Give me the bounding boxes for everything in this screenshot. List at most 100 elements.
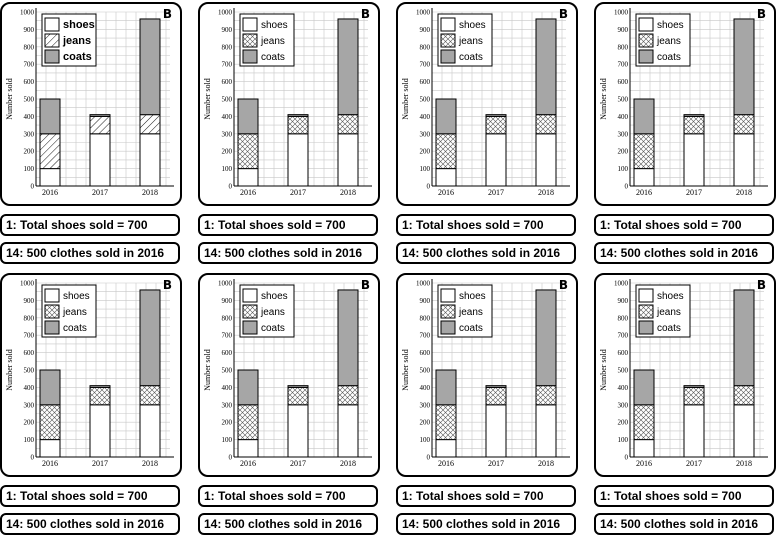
y-tick-label: 0 xyxy=(31,454,35,462)
legend-label-jeans: jeans xyxy=(62,35,91,47)
y-axis-label: Number sold xyxy=(599,78,608,120)
y-tick-label: 1000 xyxy=(416,9,431,17)
y-tick-label: 400 xyxy=(420,113,431,121)
y-tick-label: 300 xyxy=(420,130,431,138)
legend-label-shoes: shoes xyxy=(63,19,95,31)
bar-shoes-2017 xyxy=(683,133,705,187)
bar-coats-2017 xyxy=(485,114,507,117)
y-tick-label: 400 xyxy=(618,384,629,392)
bar-coats-2018 xyxy=(139,289,161,387)
y-tick-label: 600 xyxy=(24,78,35,86)
legend: shoes jeans coats xyxy=(41,13,97,67)
bar-jeans-2016 xyxy=(633,133,655,170)
bar-coats-2016 xyxy=(237,98,259,135)
bar-chart: 0 100 200 300 400 500 600 700 800 900 1000 Number s… xyxy=(5,279,174,468)
legend-swatch-coats xyxy=(440,49,456,64)
question-card-7: 0 100 200 300 400 500 600 700 800 900 1000 Number s… xyxy=(396,273,578,537)
y-tick-label: 800 xyxy=(618,43,629,51)
bar-coats-2018 xyxy=(535,289,557,387)
bar-shoes-2018 xyxy=(337,404,359,458)
chart-panel: 0 100 200 300 400 500 600 700 800 900 1000 Number s… xyxy=(198,2,380,206)
chart-panel: 0 100 200 300 400 500 600 700 800 900 1000 Number s… xyxy=(0,273,182,477)
y-axis-label: Number sold xyxy=(203,78,212,120)
bar-shoes-2016 xyxy=(435,439,457,458)
bar-coats-2017 xyxy=(683,385,705,388)
y-tick-label: 1000 xyxy=(20,280,35,288)
x-tick-label: 2017 xyxy=(290,188,306,197)
y-tick-label: 400 xyxy=(618,113,629,121)
y-tick-label: 500 xyxy=(24,367,35,375)
bar-coats-2017 xyxy=(287,114,309,117)
legend-label-jeans: jeans xyxy=(458,307,483,318)
y-tick-label: 100 xyxy=(420,165,431,173)
legend-label-coats: coats xyxy=(261,52,285,63)
bar-jeans-2018 xyxy=(139,385,161,406)
legend-swatch-shoes xyxy=(242,17,258,32)
y-tick-label: 500 xyxy=(222,96,233,104)
x-tick-label: 2018 xyxy=(340,459,356,468)
y-tick-label: 800 xyxy=(420,314,431,322)
caption-total-shoes: 1: Total shoes sold = 700 xyxy=(594,485,774,507)
y-tick-label: 100 xyxy=(420,436,431,444)
legend: shoes jeans coats xyxy=(437,284,493,338)
y-tick-label: 200 xyxy=(618,148,629,156)
legend: shoes jeans coats xyxy=(239,284,295,338)
bar-jeans-2016 xyxy=(435,404,457,441)
bar-coats-2016 xyxy=(237,369,259,406)
y-tick-label: 900 xyxy=(24,297,35,305)
bar-jeans-2016 xyxy=(633,404,655,441)
badge: B xyxy=(360,7,370,21)
caption-total-shoes: 1: Total shoes sold = 700 xyxy=(396,214,576,236)
bar-jeans-2016 xyxy=(39,404,61,441)
bar-chart: 0 100 200 300 400 500 600 700 800 900 1000 Number s… xyxy=(401,8,570,197)
legend-swatch-shoes xyxy=(440,288,456,303)
y-tick-label: 800 xyxy=(222,314,233,322)
y-tick-label: 0 xyxy=(625,183,629,191)
y-tick-label: 200 xyxy=(618,419,629,427)
legend: shoes jeans coats xyxy=(239,13,295,67)
y-tick-label: 700 xyxy=(222,61,233,69)
badge: B xyxy=(756,7,766,21)
bar-jeans-2018 xyxy=(139,114,161,135)
x-tick-label: 2017 xyxy=(92,188,108,197)
caption-total-shoes: 1: Total shoes sold = 700 xyxy=(396,485,576,507)
x-tick-label: 2017 xyxy=(686,188,702,197)
y-tick-label: 600 xyxy=(222,349,233,357)
bar-chart: 0 100 200 300 400 500 600 700 800 900 1000 Number s… xyxy=(401,279,570,468)
y-tick-label: 400 xyxy=(222,113,233,121)
y-tick-label: 1000 xyxy=(218,280,233,288)
legend-swatch-shoes xyxy=(44,288,60,303)
badge: B xyxy=(558,278,568,292)
y-tick-label: 200 xyxy=(420,419,431,427)
y-tick-label: 100 xyxy=(24,165,35,173)
caption-clothes-2016: 14: 500 clothes sold in 2016 xyxy=(396,513,576,535)
y-tick-label: 600 xyxy=(24,349,35,357)
y-tick-label: 100 xyxy=(618,165,629,173)
bar-coats-2017 xyxy=(683,114,705,117)
y-tick-label: 0 xyxy=(427,454,431,462)
legend-label-coats: coats xyxy=(657,52,681,63)
bar-coats-2017 xyxy=(287,385,309,388)
legend-swatch-jeans xyxy=(638,33,654,48)
y-tick-label: 300 xyxy=(222,130,233,138)
legend-swatch-jeans xyxy=(440,33,456,48)
bar-shoes-2016 xyxy=(435,168,457,187)
legend-swatch-coats xyxy=(242,320,258,335)
x-tick-label: 2016 xyxy=(42,459,58,468)
y-tick-label: 1000 xyxy=(614,9,629,17)
y-tick-label: 700 xyxy=(618,332,629,340)
bar-shoes-2017 xyxy=(485,133,507,187)
y-tick-label: 700 xyxy=(24,332,35,340)
bar-shoes-2017 xyxy=(89,133,111,187)
legend-label-shoes: shoes xyxy=(657,291,684,302)
y-tick-label: 900 xyxy=(420,297,431,305)
legend-swatch-shoes xyxy=(638,288,654,303)
x-tick-label: 2017 xyxy=(92,459,108,468)
y-axis-label: Number sold xyxy=(599,349,608,391)
y-tick-label: 900 xyxy=(618,297,629,305)
bar-shoes-2018 xyxy=(535,133,557,187)
y-tick-label: 900 xyxy=(222,26,233,34)
x-tick-label: 2016 xyxy=(240,188,256,197)
bar-jeans-2018 xyxy=(733,114,755,135)
y-tick-label: 500 xyxy=(618,367,629,375)
